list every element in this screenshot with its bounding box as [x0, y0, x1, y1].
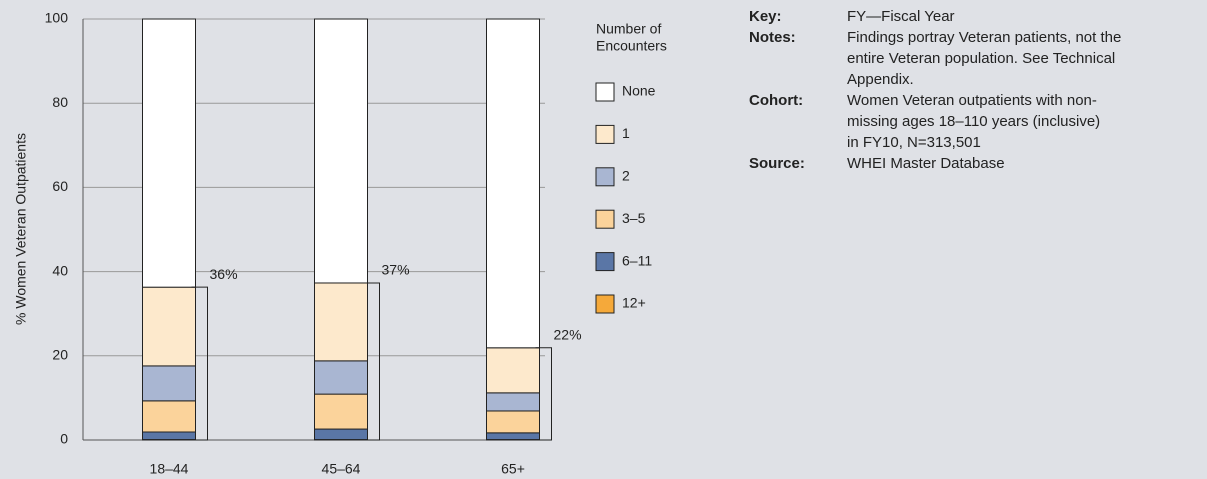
legend-swatch — [595, 294, 615, 314]
bar-segment — [142, 286, 196, 367]
legend-label: 3–5 — [622, 210, 646, 226]
legend-label: 2 — [622, 168, 630, 184]
legend-swatch — [595, 167, 615, 187]
bar-segment — [486, 18, 540, 349]
note-label: Cohort: — [749, 92, 804, 109]
legend-swatch — [595, 124, 615, 144]
note-row: Source: WHEI Master Database — [749, 153, 1204, 174]
y-tick-label: 0 — [60, 431, 68, 447]
note-text: WHEI Master Database — [847, 153, 1204, 174]
note-line: WHEI Master Database — [847, 155, 1005, 172]
y-tick-label: 100 — [45, 10, 69, 26]
legend-title: Encounters — [596, 38, 667, 54]
legend-label: None — [622, 83, 656, 99]
legend-title: Number of — [596, 21, 661, 37]
note-row: Cohort: Women Veteran outpatients with no… — [749, 90, 1204, 153]
legend-label: 6–11 — [622, 252, 652, 268]
bar-segment — [142, 431, 196, 441]
y-tick-label: 40 — [52, 262, 68, 278]
bar-segment — [142, 18, 196, 288]
bracket — [191, 286, 208, 441]
bracket — [535, 347, 552, 441]
bracket — [363, 282, 380, 441]
y-tick-label: 20 — [52, 347, 68, 363]
chart: % Women Veteran Outpatients 0 20 40 60 80 100… — [13, 10, 667, 477]
legend-label: 1 — [622, 125, 630, 141]
note-line: missing ages 18–110 years (inclusive) — [847, 113, 1101, 130]
note-row: Key: FY—Fiscal Year — [749, 6, 1204, 27]
bar-segment — [486, 347, 540, 394]
annotation: 37% — [382, 262, 410, 278]
y-axis-label: % Women Veteran Outpatients — [13, 133, 29, 325]
bar-segment — [486, 410, 540, 434]
note-line: Women Veteran outpatients with non- — [847, 92, 1097, 109]
y-tick-label: 80 — [52, 94, 68, 110]
bar-segment — [142, 365, 196, 402]
legend-label: 12+ — [622, 295, 646, 311]
note-label: Notes: — [749, 29, 796, 46]
y-tick-label: 60 — [52, 178, 68, 194]
annotation: 36% — [210, 266, 238, 282]
legend-swatch — [595, 252, 615, 272]
note-line: entire Veteran population. See Technical — [847, 50, 1116, 67]
note-line: Appendix. — [847, 71, 914, 88]
annotation: 22% — [554, 327, 582, 343]
note-line: in FY10, N=313,501 — [847, 134, 981, 151]
x-tick-label: 45–64 — [322, 461, 361, 477]
bar-segment — [314, 428, 368, 441]
bar-segment — [486, 432, 540, 441]
x-tick-label: 18–44 — [150, 461, 189, 477]
note-text: Findings portray Veteran patients, not t… — [847, 27, 1204, 90]
x-tick-label: 65+ — [501, 461, 525, 477]
note-text: FY—Fiscal Year — [847, 6, 1204, 27]
bar-segment — [314, 393, 368, 430]
note-row: Notes: Findings portray Veteran patients,… — [749, 27, 1204, 90]
legend-swatch — [595, 209, 615, 229]
bar-segment — [314, 282, 368, 362]
note-line: Findings portray Veteran patients, not t… — [847, 29, 1122, 46]
legend-swatch — [595, 82, 615, 102]
bar-segment — [486, 392, 540, 412]
note-text: Women Veteran outpatients with non-missi… — [847, 90, 1204, 153]
bar-segment — [314, 360, 368, 395]
note-line: FY—Fiscal Year — [847, 8, 955, 25]
note-label: Source: — [749, 155, 805, 172]
bar-segment — [142, 400, 196, 433]
bar-segment — [314, 18, 368, 284]
note-label: Key: — [749, 8, 782, 25]
notes-panel: Key: FY—Fiscal Year Notes: Findings portray… — [749, 6, 1204, 174]
